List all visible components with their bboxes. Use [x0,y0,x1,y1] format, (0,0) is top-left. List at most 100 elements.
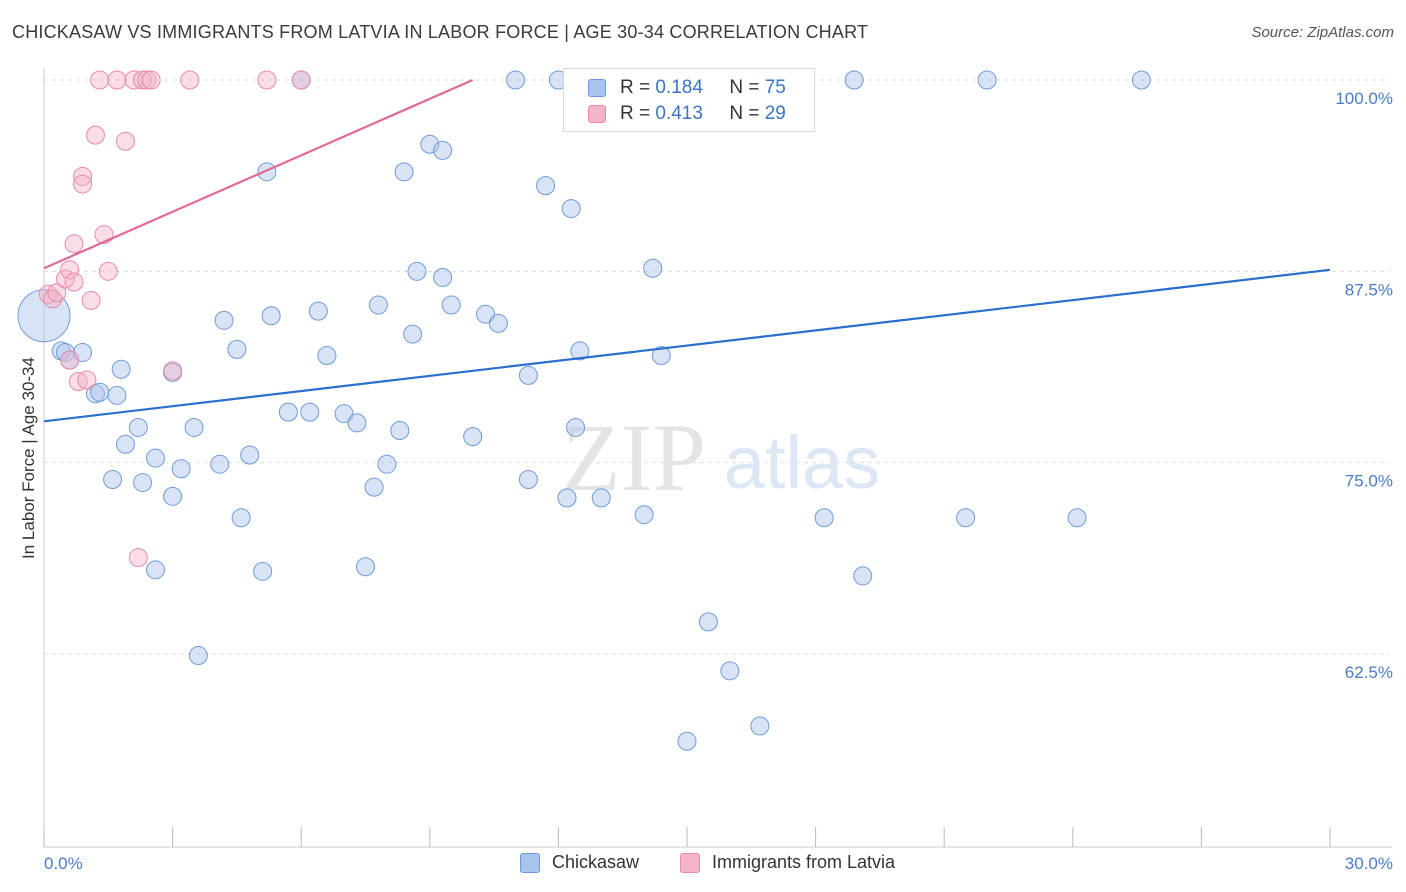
legend-r-value: 0.413 [655,103,703,124]
point-chickasaw [476,304,496,324]
legend-n-value: 75 [764,77,786,98]
legend-n-label: N = [729,103,760,124]
point-chickasaw [227,339,247,359]
point-latvia [73,174,93,194]
point-chickasaw [90,382,110,402]
bottom-legend-chickasaw: Chickasaw [520,852,639,873]
point-chickasaw [814,508,834,528]
point-latvia [163,361,183,381]
legend-r-label: R = [620,77,651,98]
point-latvia [47,283,67,303]
point-latvia [115,131,135,151]
bottom-legend-label: Immigrants from Latvia [712,852,896,872]
point-chickasaw [278,402,298,422]
y-tick-label: 100.0% [1335,89,1393,108]
watermark-zip: ZIP [562,404,706,511]
point-chickasaw [171,459,191,479]
point-chickasaw [107,385,127,405]
point-chickasaw [364,477,384,497]
legend-swatch-latvia [588,105,606,123]
point-chickasaw [368,295,388,315]
point-latvia [137,70,157,90]
legend-swatch-chickasaw [588,79,606,97]
point-latvia [180,70,200,90]
trend-lines [43,78,1331,423]
point-chickasaw [403,324,423,344]
point-latvia [60,260,80,280]
point-chickasaw [347,413,367,433]
trend-line-chickasaw [43,268,1331,423]
point-latvia [291,70,311,90]
point-latvia [77,370,97,390]
point-chickasaw [433,267,453,287]
point-chickasaw [231,508,251,528]
point-latvia [64,234,84,254]
y-tick-label: 87.5% [1345,280,1393,299]
point-chickasaw [128,417,148,437]
point-chickasaw [257,162,277,182]
point-chickasaw [570,341,590,361]
bottom-legend-latvia: Immigrants from Latvia [680,852,895,873]
point-chickasaw [698,612,718,632]
point-chickasaw [145,448,165,468]
chart-title: CHICKASAW VS IMMIGRANTS FROM LATVIA IN L… [12,22,869,42]
source-credit: Source: ZipAtlas.com [1251,24,1394,41]
point-chickasaw [240,445,260,465]
point-chickasaw [210,454,230,474]
point-chickasaw [1131,70,1151,90]
point-latvia [141,70,161,90]
point-latvia [60,350,80,370]
point-chickasaw [184,417,204,437]
point-chickasaw [977,70,997,90]
watermark: ZIP atlas [562,404,880,511]
point-chickasaw [377,454,397,474]
point-chickasaw [145,560,165,580]
point-chickasaw [163,486,183,506]
point-chickasaw [317,346,337,366]
point-chickasaw [536,176,556,196]
bottom-legend-swatch-latvia [680,853,700,873]
point-chickasaw [488,313,508,333]
grid-lines [44,79,1390,655]
point-chickasaw [300,402,320,422]
point-chickasaw [720,661,740,681]
point-chickasaw [188,646,208,666]
point-chickasaw [261,306,281,326]
point-chickasaw [115,434,135,454]
point-chickasaw [394,162,414,182]
x-tick-label: 30.0% [1345,854,1393,873]
point-chickasaw [334,404,354,424]
bottom-legend-swatch-chickasaw [520,853,540,873]
axes [43,68,1392,848]
x-tick-label: 0.0% [44,854,83,873]
point-chickasaw [441,295,461,315]
point-chickasaw [506,70,526,90]
point-latvia [98,261,118,281]
point-latvia [81,290,101,310]
tick-labels: 62.5% 75.0% 87.5% 100.0% 0.0% 30.0% [44,89,1393,873]
point-chickasaw [634,505,654,525]
point-chickasaw [407,261,427,281]
point-chickasaw [103,470,123,490]
point-chickasaw [463,427,483,447]
y-tick-label: 62.5% [1345,663,1393,682]
point-chickasaw [561,199,581,219]
point-chickasaw [844,70,864,90]
point-chickasaw [518,365,538,385]
point-chickasaw [1067,508,1087,528]
point-chickasaw [308,301,328,321]
point-chickasaw [518,470,538,490]
point-chickasaw [956,508,976,528]
point-latvia [90,70,110,90]
point-chickasaw [111,359,131,379]
legend-n-value: 29 [764,103,786,124]
legend-r-label: R = [620,103,651,124]
correlation-legend: R = 0.184 N = 75 R = 0.413 N = 29 [563,68,815,132]
point-chickasaw [591,488,611,508]
point-latvia [128,548,148,568]
point-chickasaw [566,417,586,437]
point-chickasaw [853,566,873,586]
point-chickasaw [214,310,234,330]
y-tick-label: 75.0% [1345,472,1393,491]
